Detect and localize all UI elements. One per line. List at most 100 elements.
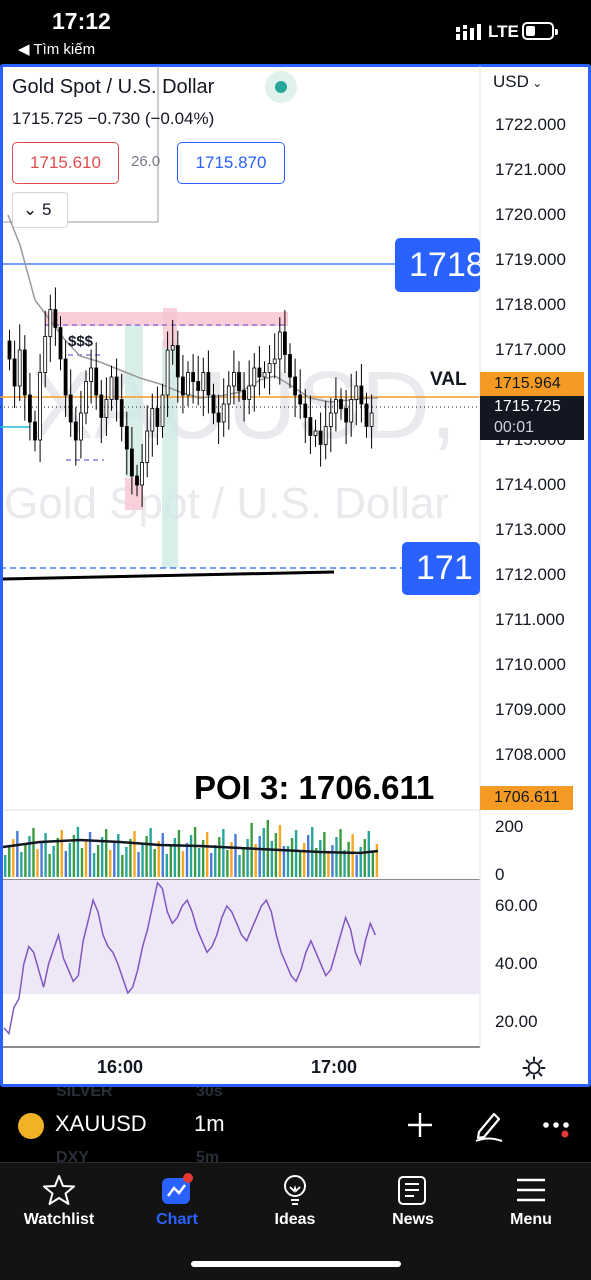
val-price-tag: 1715.964 (480, 372, 584, 396)
network-label: LTE (488, 22, 519, 41)
candle-body (221, 403, 226, 423)
candle-body (140, 462, 145, 486)
volume-bar (169, 846, 173, 877)
market-open-icon (265, 71, 297, 103)
candle-body (339, 399, 343, 409)
volume-bar (185, 843, 189, 877)
dollars-label: $$$ (68, 333, 94, 350)
gear-icon[interactable] (522, 1056, 546, 1080)
poi-annotation: POI 3: 1706.611 (194, 769, 435, 806)
volume-bar (121, 855, 124, 877)
volume-bar (12, 839, 15, 877)
price-chart[interactable]: XAUUSD, 1 Gold Spot / U.S. Dollar $$$ (0, 0, 591, 1090)
tab-watchlist[interactable]: Watchlist (4, 1163, 114, 1243)
candle-body (48, 309, 53, 337)
candle-body (170, 345, 175, 351)
tab-chart[interactable]: Chart (122, 1163, 232, 1243)
candle-body (303, 403, 308, 418)
candles-group (7, 287, 374, 508)
candle-body (272, 358, 277, 364)
candle-body (33, 421, 37, 441)
upper-level-tag[interactable]: 1718 (395, 238, 480, 292)
candle-body (150, 408, 155, 432)
candle-body (364, 403, 369, 427)
watermark-symbol: XAUUSD, 1 (30, 352, 537, 459)
volume-bar (375, 844, 379, 877)
currency-select[interactable]: USD ⌄ (493, 72, 542, 92)
volume-bar (206, 832, 209, 877)
val-annotation: VAL (430, 369, 467, 390)
candle-body (191, 372, 196, 382)
volume-bar (157, 841, 160, 877)
timeframe-selector[interactable]: 1m (194, 1111, 225, 1136)
volume-bars (4, 820, 379, 877)
newspaper-icon (398, 1176, 426, 1205)
volume-bar (16, 831, 19, 877)
candle-body (186, 372, 190, 396)
volume-bar (351, 834, 354, 877)
volume-bar (165, 854, 168, 877)
volume-bar (161, 833, 164, 877)
volume-bar (210, 853, 213, 877)
tab-label: Menu (510, 1211, 552, 1228)
candle-body (298, 394, 303, 405)
tab-ideas[interactable]: Ideas (240, 1163, 350, 1243)
volume-bar (254, 844, 257, 877)
volume-bar (335, 837, 338, 877)
buy-button[interactable]: 1715.870 (177, 142, 285, 184)
candle-body (43, 336, 48, 373)
volume-bar (44, 833, 47, 877)
symbol-selector[interactable]: XAUUSD (55, 1111, 147, 1136)
volume-bar (56, 838, 59, 877)
tab-menu[interactable]: Menu (476, 1163, 586, 1243)
candle-body (124, 426, 129, 450)
volume-bar (92, 853, 96, 877)
tab-news[interactable]: News (358, 1163, 468, 1243)
poi-price-tag: 1706.611 (480, 786, 573, 810)
candle-body (262, 372, 267, 378)
volume-bar (36, 849, 39, 877)
candle-body (237, 372, 241, 391)
volume-bar (355, 855, 358, 877)
volume-bar (246, 839, 249, 877)
price-axis-label: 1719.000 (495, 250, 566, 269)
volume-bar (105, 829, 108, 877)
drawing-pen-icon[interactable] (472, 1108, 504, 1142)
volume-bar (315, 848, 318, 877)
volume-bar (113, 842, 116, 877)
candle-body (99, 394, 104, 418)
candle-body (109, 376, 114, 400)
volume-bar (298, 851, 302, 877)
symbol-title[interactable]: Gold Spot / U.S. Dollar (12, 76, 215, 98)
plus-icon[interactable] (406, 1111, 434, 1139)
price-axis-label: 1722.000 (495, 115, 566, 134)
candle-body (333, 399, 338, 414)
volume-bar (201, 840, 205, 877)
candle-body (288, 354, 292, 378)
candle-body (114, 376, 119, 400)
candle-body (58, 327, 63, 360)
price-axis-label: 1710.000 (495, 655, 566, 674)
volume-bar (367, 831, 370, 877)
price-axis-label: 1721.000 (495, 160, 566, 179)
volume-bar (88, 832, 92, 877)
indicator-count: 5 (41, 200, 52, 219)
spread-value: 26.0 (131, 153, 161, 170)
time-axis-label: 17:00 (311, 1057, 358, 1077)
candle-body (252, 367, 257, 387)
rsi-line (3, 881, 376, 1036)
rsi-axis-label: 60.00 (495, 896, 538, 915)
volume-bar (222, 829, 225, 877)
price-axis-label: 1711.000 (495, 610, 565, 629)
lower-level-tag[interactable]: 171 (402, 542, 480, 595)
candle-body (68, 394, 73, 423)
volume-bar (193, 827, 197, 877)
rsi-axis-label: 40.00 (495, 954, 538, 973)
volume-bar (234, 834, 237, 877)
back-to-search-link[interactable]: ◀ Tìm kiếm (18, 41, 96, 58)
more-options-icon[interactable] (541, 1116, 573, 1140)
indicators-toggle[interactable]: ⌄ 5 (12, 192, 68, 228)
sell-button[interactable]: 1715.610 (12, 142, 119, 184)
ghost-timeframe: 5m (196, 1149, 220, 1162)
candle-body (277, 331, 282, 360)
